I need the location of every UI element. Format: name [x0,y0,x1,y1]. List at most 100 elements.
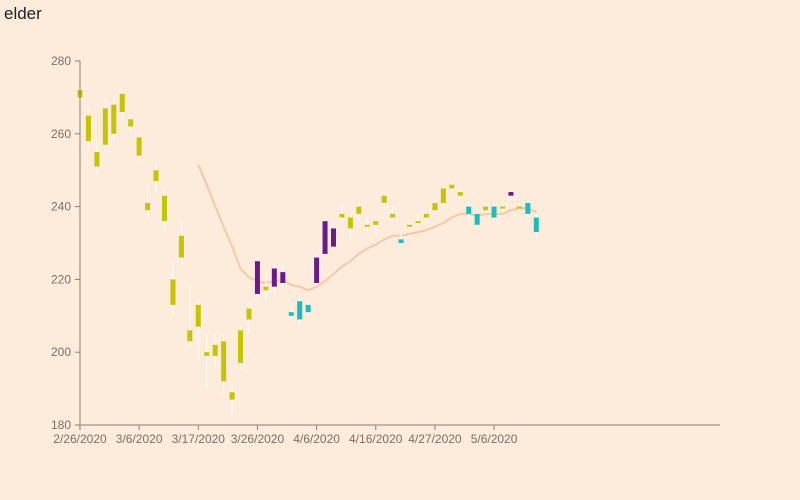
candle [254,257,260,305]
candle-body [339,213,345,218]
candle [440,184,446,207]
y-tick-label: 180 [51,418,71,432]
candle [229,384,235,415]
candles-layer [77,86,539,415]
candle-body [314,257,320,284]
x-tick-label: 4/27/2020 [408,432,462,446]
candle [381,192,387,207]
candle [449,181,455,193]
candle-body [212,344,218,356]
candle [373,217,379,236]
candle [85,108,91,149]
candle [162,188,167,229]
candle [145,184,151,218]
candle [94,141,100,174]
candle [246,301,252,334]
x-tick-label: 2/26/2020 [53,432,107,446]
candle [297,297,303,327]
candle-body [85,115,91,142]
candle [288,304,294,324]
candle [356,202,362,222]
candle [415,213,421,225]
candle [187,283,193,349]
candle-body [136,137,142,156]
candle [483,202,489,214]
candle-body [347,217,353,229]
candle [280,264,286,287]
y-tick-label: 200 [51,345,71,359]
candle [491,202,497,222]
candle-body [229,392,235,400]
candle [390,206,396,222]
candle [457,188,463,200]
candle-body [102,108,108,145]
candle-body [381,195,387,203]
candle [407,221,413,229]
candle-body [331,228,336,247]
candle-body [390,213,396,218]
candle [432,199,438,214]
candle-body [373,221,379,225]
candle-body [525,202,531,214]
candle [238,326,244,371]
axes: 180 200 220 240 260 280 2/26/2020 3/6/2020 3/17/… [51,54,720,446]
candle [305,301,311,316]
candle-body [238,330,244,364]
candle-body [153,170,159,182]
candle-body [280,272,286,284]
candle-body [508,192,514,196]
candle-body [221,341,227,382]
candle-body [187,330,193,342]
candle-body [246,308,252,320]
x-tick-label: 5/6/2020 [471,432,518,446]
candle-body [398,239,404,243]
x-tick-label: 4/16/2020 [349,432,403,446]
x-tick-label: 3/26/2020 [231,432,285,446]
candle-body [178,235,184,258]
candle [525,199,531,218]
candle [128,115,134,134]
candle [474,210,480,229]
candle [466,202,472,222]
candle-body [170,279,176,305]
candle [111,97,117,142]
candle-body [415,221,421,224]
candle-body [119,93,125,112]
candle-body [162,195,167,222]
candle-body [440,188,446,203]
candle-body [111,104,117,134]
candle-body [466,206,472,214]
y-tick-label: 260 [51,127,71,141]
candle-body [297,301,303,320]
candle [195,297,201,360]
candle [516,202,522,211]
candle [500,202,505,211]
candle-body [491,206,497,218]
moving-average-line [197,164,537,292]
candle-body [423,213,429,218]
candle [364,217,370,233]
candle [212,334,218,367]
candle-body [94,152,100,167]
candle-body [483,206,489,211]
candle-body [364,224,370,227]
candle [153,162,159,193]
candle-body [449,184,455,189]
candle-body [145,202,151,211]
chart-title: elder [4,4,42,23]
candle [314,253,320,287]
candle [331,224,336,251]
y-tick-label: 220 [51,272,71,286]
candle-body [288,312,294,316]
candle [347,213,353,240]
candle-body [500,206,505,209]
candle-body [516,206,522,209]
x-tick-label: 3/6/2020 [116,432,163,446]
candle-body [128,119,134,127]
candle [398,232,404,247]
candle [102,97,108,152]
candle [221,334,227,396]
candle [271,264,277,294]
y-tick-label: 240 [51,200,71,214]
